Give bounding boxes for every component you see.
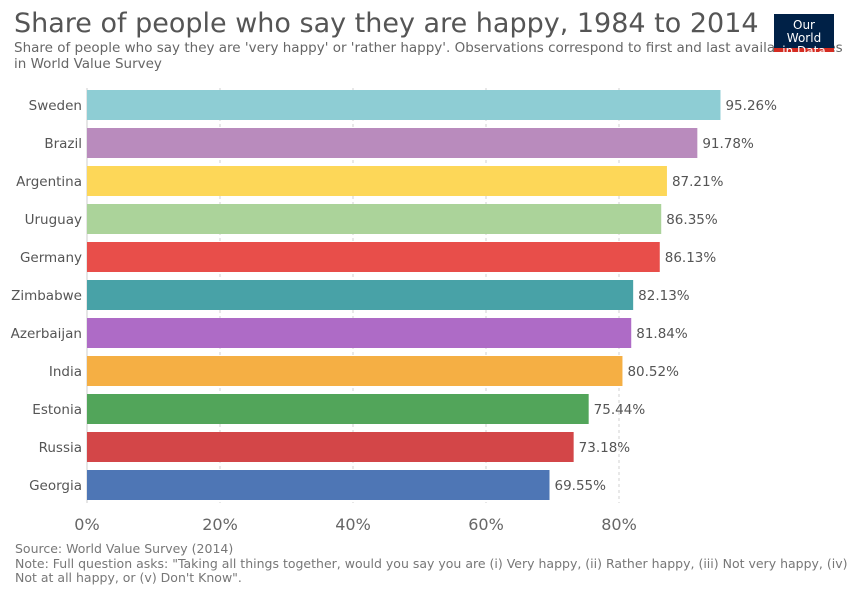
bar [87,356,623,386]
source-note: Source: World Value Survey (2014) [15,542,234,556]
category-label: Russia [39,440,82,456]
value-label: 91.78% [702,136,754,152]
category-label: Germany [20,250,82,266]
chart-subtitle: Share of people who say they are 'very h… [14,40,843,72]
category-label: Azerbaijan [11,326,82,342]
category-label: Uruguay [25,212,82,228]
category-label: Brazil [44,136,82,152]
bar [87,90,721,120]
value-label: 82.13% [638,288,690,304]
logo-line-1: Our World [786,18,822,45]
value-label: 80.52% [627,364,679,380]
value-label: 75.44% [594,402,646,418]
value-label: 86.13% [665,250,717,266]
value-label: 87.21% [672,174,724,190]
question-note: Note: Full question asks: "Taking all th… [15,557,848,585]
bar [87,166,667,196]
x-tick-label: 40% [335,515,371,534]
bar [87,128,698,158]
bar [87,318,632,348]
bar [87,280,634,310]
category-label: Georgia [29,478,82,494]
chart-title: Share of people who say they are happy, … [14,8,759,39]
bar [87,204,662,234]
owid-logo[interactable]: Our World in Data [774,14,834,58]
x-tick-label: 20% [202,515,238,534]
x-tick-label: 0% [74,515,99,534]
bar-chart: 0% 20% 40% 60% 80% Sweden 95.26% Brazil 91.78% Ar… [11,88,777,534]
category-label: Estonia [32,402,82,418]
category-label: Argentina [16,174,82,190]
bar [87,470,550,500]
category-label: Sweden [29,98,82,114]
x-tick-label: 80% [601,515,637,534]
value-label: 73.18% [579,440,631,456]
x-tick-label: 60% [468,515,504,534]
bar [87,242,660,272]
value-label: 95.26% [725,98,777,114]
category-label: India [49,364,82,380]
bar [87,432,574,462]
value-label: 86.35% [666,212,718,228]
bar [87,394,589,424]
value-label: 81.84% [636,326,688,342]
logo-line-2: in Data [782,44,826,58]
value-label: 69.55% [555,478,607,494]
category-label: Zimbabwe [11,288,82,304]
